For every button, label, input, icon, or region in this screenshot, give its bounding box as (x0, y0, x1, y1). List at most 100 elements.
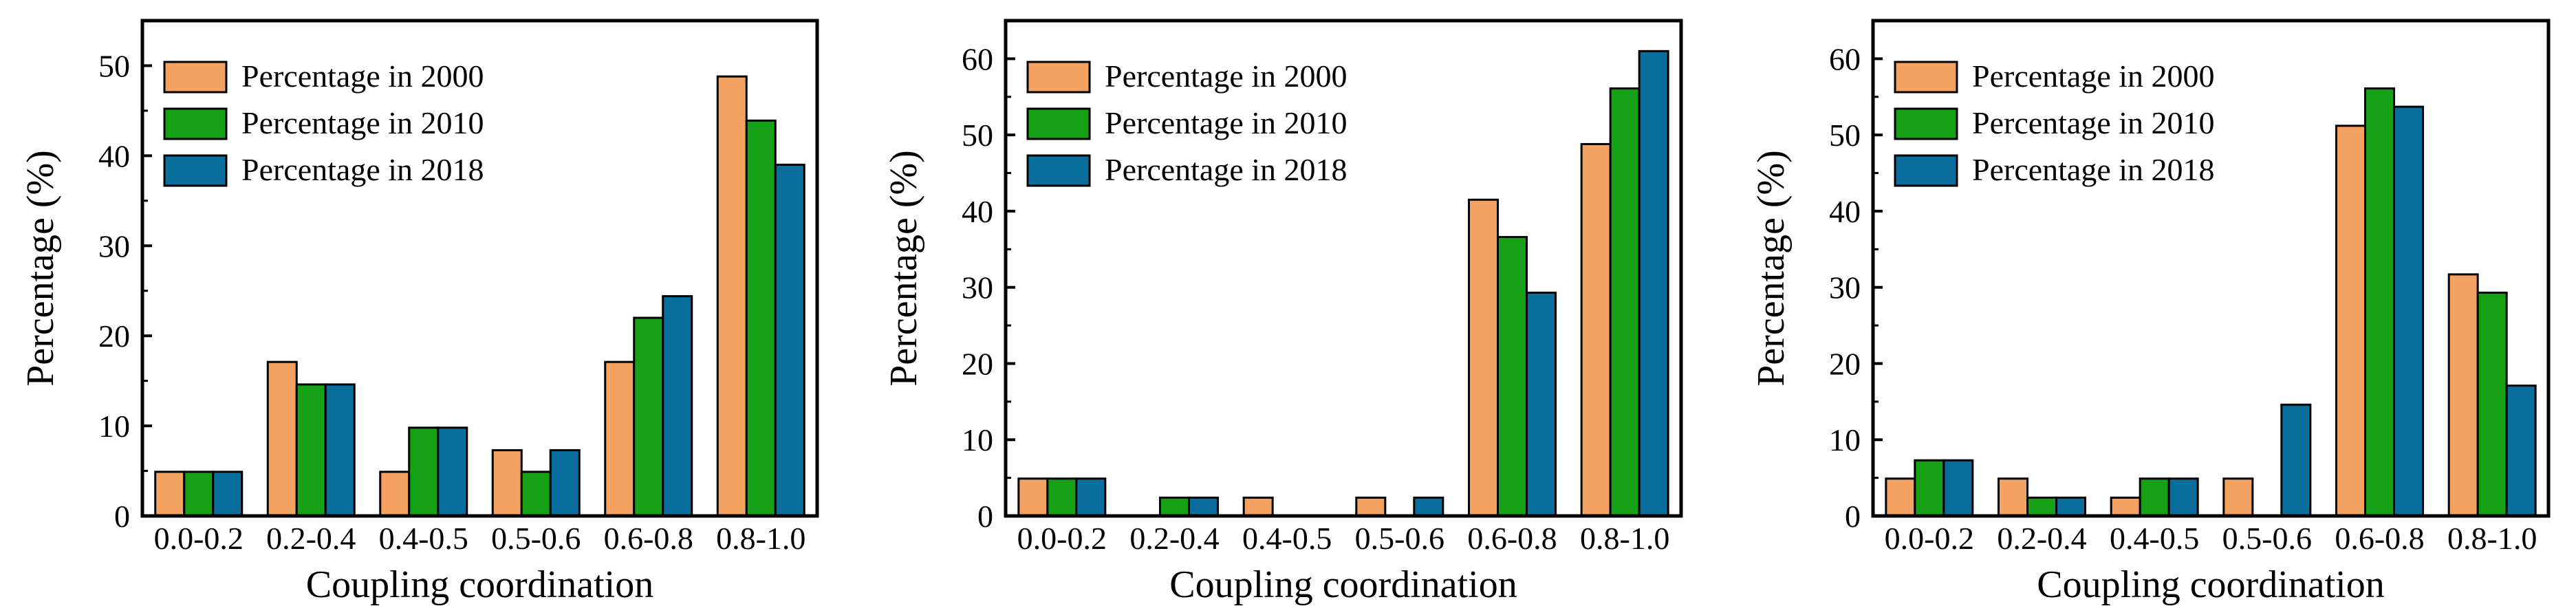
bar-percentage-in-2000-0.0-0.2 (1885, 477, 1916, 517)
bar-percentage-in-2010-0.6-0.8 (1497, 236, 1528, 517)
legend-swatch-2 (1894, 107, 1958, 140)
x-tick-label: 0.0-0.2 (1885, 521, 1974, 556)
y-tick-label: 10 (962, 422, 993, 457)
bar-percentage-in-2018-0.2-0.4 (1188, 496, 1219, 517)
y-tick-label: 20 (1829, 346, 1861, 381)
bar-percentage-in-2018-0.4-0.5 (437, 427, 468, 517)
legend-label-2: Percentage in 2010 (241, 105, 484, 140)
y-tick-label: 50 (98, 48, 130, 83)
bar-percentage-in-2010-0.8-1.0 (1609, 87, 1641, 517)
legend-swatch-1 (163, 61, 228, 94)
chart-panel-2: 0 10 20 30 40 50 60 0.0-0.2 0.2-0.4 0.4-0.5 0.5-0.… (883, 19, 1683, 606)
bar-percentage-in-2018-0.6-0.8 (1526, 291, 1557, 517)
x-tick-label: 0.5-0.6 (2222, 521, 2312, 556)
legend-swatch-2 (1026, 107, 1091, 140)
x-axis-title: Coupling coordination (1169, 563, 1517, 606)
y-tick-label: 50 (962, 118, 993, 153)
bar-percentage-in-2010-0.8-1.0 (2476, 291, 2508, 517)
y-tick-label: 20 (98, 319, 130, 354)
y-axis-title: Percentage (%) (1750, 150, 1793, 387)
legend-swatch-1 (1894, 61, 1958, 94)
x-tick-label: 0.5-0.6 (1355, 521, 1444, 556)
bar-percentage-in-2010-0.6-0.8 (2364, 87, 2395, 517)
y-tick-label: 30 (1829, 270, 1861, 305)
y-tick-label: 20 (962, 346, 993, 381)
y-tick-label: 40 (98, 138, 130, 173)
bar-percentage-in-2018-0.8-1.0 (1638, 50, 1669, 517)
y-tick-label: 0 (1845, 499, 1861, 534)
x-tick-label: 0.4-0.5 (379, 521, 468, 556)
bar-percentage-in-2010-0.2-0.4 (1159, 496, 1190, 517)
bar-percentage-in-2010-0.8-1.0 (745, 119, 777, 517)
bar-percentage-in-2000-0.5-0.6 (2222, 477, 2254, 517)
bar-percentage-in-2018-0.5-0.6 (549, 449, 581, 517)
legend: Percentage in 2000 Percentage in 2010 Perc… (163, 58, 484, 187)
bar-percentage-in-2010-0.2-0.4 (2026, 496, 2057, 517)
x-tick-label: 0.4-0.5 (1242, 521, 1332, 556)
chart-panel-1: 0 10 20 30 40 50 0.0-0.2 0.2-0.4 0.4-0.5 0.5-0.6 0… (19, 19, 819, 606)
bar-percentage-in-2018-0.8-1.0 (774, 163, 805, 517)
bar-percentage-in-2000-0.5-0.6 (491, 449, 523, 517)
bar-percentage-in-2010-0.0-0.2 (1914, 459, 1945, 517)
bar-percentage-in-2000-0.4-0.5 (2110, 496, 2141, 517)
legend: Percentage in 2000 Percentage in 2010 Perc… (1894, 58, 2215, 187)
bar-percentage-in-2018-0.0-0.2 (1942, 459, 1974, 517)
x-tick-label: 0.2-0.4 (266, 521, 356, 556)
bar-percentage-in-2018-0.5-0.6 (2280, 403, 2312, 517)
legend-swatch-3 (1894, 154, 1958, 187)
bar-percentage-in-2018-0.6-0.8 (2393, 105, 2424, 517)
x-tick-label: 0.8-1.0 (2447, 521, 2537, 556)
bar-percentage-in-2000-0.4-0.5 (1242, 496, 1274, 517)
y-tick-label: 30 (98, 228, 130, 263)
bar-percentage-in-2000-0.2-0.4 (1998, 477, 2028, 517)
y-tick-label: 60 (962, 41, 993, 76)
bar-percentage-in-2010-0.4-0.5 (2139, 477, 2170, 517)
x-tick-label: 0.5-0.6 (491, 521, 581, 556)
bar-percentage-in-2000-0.0-0.2 (1017, 477, 1049, 517)
bar-percentage-in-2000-0.8-1.0 (1580, 142, 1612, 517)
legend-swatch-3 (163, 154, 228, 187)
plot-frame (1004, 19, 1683, 518)
bar-percentage-in-2018-0.2-0.4 (324, 383, 356, 517)
y-tick-label: 60 (1829, 41, 1861, 76)
legend-label-1: Percentage in 2000 (241, 58, 484, 94)
bar-percentage-in-2018-0.5-0.6 (1413, 496, 1444, 517)
legend-label-2: Percentage in 2010 (1972, 105, 2215, 140)
bar-percentage-in-2000-0.0-0.2 (154, 471, 186, 517)
plot-frame (140, 19, 819, 518)
legend-label-1: Percentage in 2000 (1972, 58, 2215, 94)
y-tick-label: 0 (977, 499, 993, 534)
bar-percentage-in-2000-0.6-0.8 (2335, 125, 2366, 517)
bar-percentage-in-2010-0.5-0.6 (520, 471, 552, 517)
x-tick-label: 0.8-1.0 (1580, 521, 1669, 556)
chart-panel-3: 0 10 20 30 40 50 60 0.0-0.2 0.2-0.4 0.4-0.5 0.5-0.… (1750, 19, 2551, 606)
legend-label-3: Percentage in 2018 (1972, 152, 2215, 187)
y-tick-label: 0 (114, 499, 130, 534)
x-tick-label: 0.0-0.2 (154, 521, 243, 556)
legend-label-3: Percentage in 2018 (241, 152, 484, 187)
legend-label-1: Percentage in 2000 (1105, 58, 1347, 94)
legend-swatch-2 (163, 107, 228, 140)
plot-frame (1871, 19, 2551, 518)
bar-percentage-in-2018-0.6-0.8 (662, 295, 693, 517)
x-tick-label: 0.0-0.2 (1017, 521, 1107, 556)
bar-percentage-in-2010-0.4-0.5 (408, 427, 440, 517)
x-tick-label: 0.6-0.8 (2335, 521, 2424, 556)
legend-swatch-3 (1026, 154, 1091, 187)
bar-percentage-in-2018-0.8-1.0 (2505, 385, 2537, 517)
legend-swatch-1 (1026, 61, 1091, 94)
y-tick-label: 10 (98, 409, 130, 444)
bar-percentage-in-2000-0.2-0.4 (266, 360, 298, 517)
bar-percentage-in-2010-0.0-0.2 (1046, 477, 1078, 517)
bar-percentage-in-2000-0.5-0.6 (1355, 496, 1387, 517)
bar-percentage-in-2018-0.4-0.5 (2167, 477, 2199, 517)
x-tick-label: 0.2-0.4 (1129, 521, 1219, 556)
y-axis-title: Percentage (%) (19, 150, 62, 387)
bar-percentage-in-2018-0.0-0.2 (1075, 477, 1107, 517)
bar-percentage-in-2018-0.0-0.2 (212, 471, 243, 517)
bar-percentage-in-2000-0.6-0.8 (1468, 198, 1499, 517)
bar-percentage-in-2010-0.6-0.8 (633, 316, 664, 517)
bar-percentage-in-2000-0.6-0.8 (604, 360, 636, 517)
y-axis-title: Percentage (%) (883, 150, 925, 387)
